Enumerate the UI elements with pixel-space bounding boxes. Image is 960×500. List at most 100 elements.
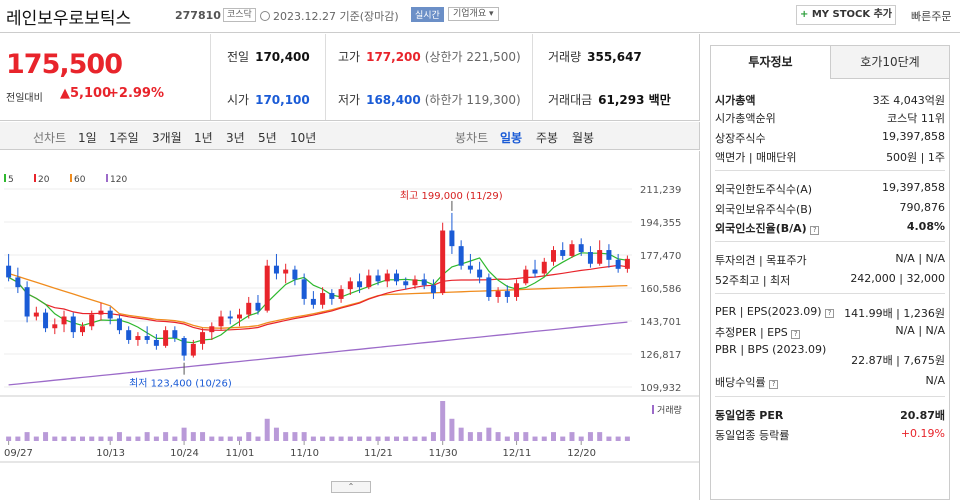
price-change-percent: +2.99% [108,86,164,101]
legend-swatch [34,174,36,182]
rank-label[interactable]: 시가총액순위 [715,112,776,125]
info-tabs: 투자정보 호가10단계 [711,46,949,79]
candle-body [320,293,326,305]
candle-body [551,250,556,262]
tab-monthly[interactable]: 월봉 [572,131,595,145]
volume-bar [412,436,418,441]
help-icon[interactable]: ? [825,309,835,318]
candle-body [301,279,307,299]
volume-bar [301,432,307,441]
candle-body [514,283,520,297]
quick-order-link[interactable]: 빠른주문 [911,10,952,23]
help-icon[interactable]: ? [810,226,820,235]
candle-body [218,316,224,327]
candle-body [255,302,261,311]
tab-daily[interactable]: 일봉 [500,131,523,145]
est-per-row: 추정PER | EPS ? N/A | N/A [715,324,945,340]
price-summary: 175,500 전일대비 ▲5,100 +2.99% 전일 170,400 시가 1… [0,34,700,121]
volume-bar [329,436,335,441]
volume-bar [320,436,326,441]
candle-body [310,298,316,305]
price-change: ▲5,100 [60,86,112,101]
candle-body [237,314,242,319]
amount-label: 거래대금 [548,93,593,107]
volume-bar [366,436,372,441]
candle-body [52,324,58,329]
ma60-line [8,272,628,329]
help-icon[interactable]: ? [791,330,801,339]
tab-3m[interactable]: 3개월 [152,131,182,145]
tab-1w[interactable]: 1주일 [109,131,139,145]
est-per-value: N/A | N/A [895,324,945,337]
volume-bar [135,436,141,441]
candle-chart-label: 봉차트 [455,131,489,145]
as-of-datetime: 2023.12.27 기준(장마감) [260,8,399,24]
volume-bar [98,436,104,441]
candle-body [338,289,344,299]
change-label: 전일대비 [6,93,43,104]
open-label: 시가 [227,93,250,107]
low-price: 저가 168,400 (하한가 119,300) [338,91,521,108]
tab-weekly[interactable]: 주봉 [536,131,559,145]
add-my-stock-button[interactable]: + MY STOCK 추가 [796,5,896,25]
tab-5y[interactable]: 5년 [258,131,277,145]
help-icon[interactable]: ? [769,380,779,389]
candle-body [597,250,603,264]
candle-body [541,261,547,274]
y-tick-label: 177,470 [640,251,681,262]
tab-1d[interactable]: 1일 [78,131,97,145]
industry-rate-label[interactable]: 동일업종 등락률 [715,429,790,442]
volume-bar [107,436,113,441]
candle-body [495,291,501,297]
volume-bar [70,436,76,441]
candle-body [532,269,538,274]
x-tick-label: 10/24 [170,448,199,459]
high-value: 177,200 [366,50,421,64]
realtime-button[interactable]: 실시간 [411,7,444,22]
tab-3y[interactable]: 3년 [226,131,245,145]
candle-body [615,259,621,269]
collapse-chart-button[interactable]: ⌃ [331,481,371,493]
divider [715,396,945,397]
tab-1y[interactable]: 1년 [194,131,213,145]
stock-chart[interactable]: 211,239 194,355 177,470 160,586 143,701 126,8… [0,151,700,500]
candle-body [403,281,409,286]
upper-limit: (상한가 221,500) [424,50,521,64]
volume-bar [458,427,464,441]
prev-close: 전일 170,400 [227,48,310,65]
volume-bar [89,436,95,441]
candle-body [523,269,529,284]
par-row: 액면가 | 매매단위 500원 | 1주 [715,149,945,165]
volume-bar [292,432,298,441]
candle-body [329,293,335,299]
low-value: 168,400 [366,93,421,107]
lower-limit: (하한가 119,300) [424,93,521,107]
volume-bar [273,427,279,441]
company-overview-dropdown[interactable]: 기업개요 ▾ [448,7,499,21]
volume-bar [486,427,492,441]
volume-bar [116,432,122,441]
candle-body [624,258,630,269]
high-label: 고가 [338,50,361,64]
candle-body [504,291,510,297]
x-tick-label: 12/11 [503,448,532,459]
candle-body [107,310,113,319]
market-badge: 코스닥 [223,8,256,22]
volume-bar [624,436,630,441]
tab-invest-info[interactable]: 투자정보 [711,46,830,79]
foreign-ratio-label: 외국인소진율(B/A) [715,222,807,235]
volume-bar [227,436,233,441]
candle-body [227,316,233,319]
industry-rate-row: 동일업종 등락률 +0.19% [715,427,945,443]
open-price: 시가 170,100 [227,91,310,108]
tab-order-book[interactable]: 호가10단계 [830,46,949,79]
per-label: PER | EPS(2023.09) [715,305,822,318]
y-tick-label: 194,355 [640,218,681,229]
industry-per-label[interactable]: 동일업종 PER [715,409,784,422]
tab-10y[interactable]: 10년 [290,131,317,145]
volume-bar [560,436,566,441]
stock-name: 레인보우로보틱스 [6,9,132,29]
high-price: 고가 177,200 (상한가 221,500) [338,48,521,65]
volume-bar [218,436,224,441]
divider [210,34,211,120]
